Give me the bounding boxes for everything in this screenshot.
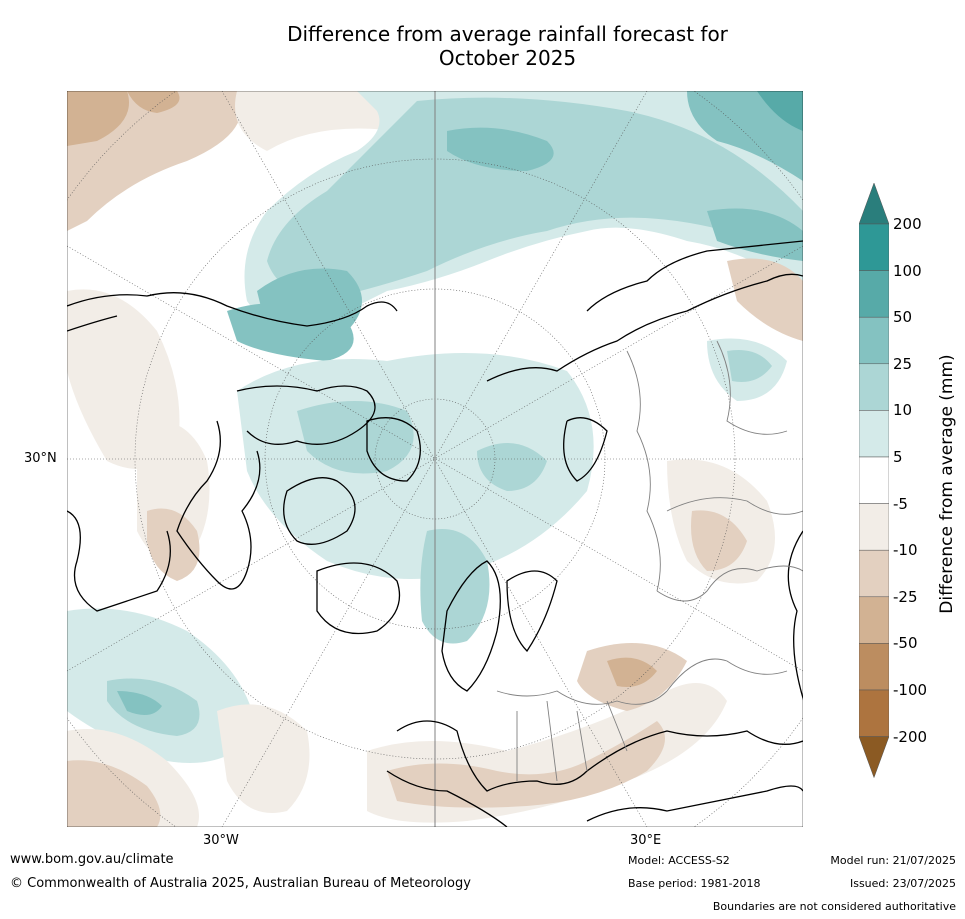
coastline [67, 510, 171, 612]
anomaly-fields [67, 91, 803, 827]
colorbar-tick-label: -10 [893, 541, 918, 560]
coastline [586, 240, 803, 312]
colorbar-tick-label: -5 [893, 494, 908, 513]
colorbar [858, 182, 890, 781]
colorbar-bin [858, 549, 890, 598]
lon-label-30w: 30°W [203, 833, 239, 848]
border-line [716, 340, 788, 435]
colorbar-bin [858, 223, 890, 271]
wet-area [447, 127, 554, 171]
border-line [666, 658, 788, 692]
wet-area [727, 350, 772, 382]
colorbar-bin [858, 456, 890, 504]
footer-copyright: © Commonwealth of Australia 2025, Austra… [10, 876, 471, 891]
colorbar-tick-label: 10 [893, 401, 913, 420]
border-line [666, 497, 803, 515]
border-line [496, 690, 668, 705]
rainfall-map [67, 91, 803, 827]
map-title: Difference from average rainfall forecas… [200, 22, 815, 70]
lon-label-30e: 30°E [630, 833, 662, 848]
meridian [67, 245, 803, 672]
footer-model: Model: ACCESS-S2 [628, 854, 730, 867]
colorbar-svg [858, 182, 890, 779]
border-line [626, 350, 661, 592]
colorbar-bin [858, 596, 890, 644]
border-line [516, 700, 628, 782]
coastline [563, 417, 608, 482]
coastline [396, 720, 803, 792]
borders [496, 340, 803, 782]
coastline [67, 315, 118, 332]
title-line-1: Difference from average rainfall forecas… [287, 22, 728, 46]
wet-area [757, 91, 803, 131]
colorbar-tick-label: 50 [893, 308, 913, 327]
colorbar-tick-label: 5 [893, 448, 903, 466]
coastline [176, 420, 261, 590]
colorbar-tick-label: -100 [893, 681, 928, 699]
lat-label-30n: 30°N [24, 451, 57, 466]
colorbar-bin [858, 503, 890, 551]
coastline [441, 560, 501, 692]
colorbar-title: Difference from average (mm) [937, 354, 957, 614]
colorbar-bin [858, 316, 890, 365]
colorbar-bin [858, 410, 890, 458]
wet-area [267, 97, 803, 302]
meridian [221, 91, 648, 827]
coastline [787, 530, 803, 701]
colorbar-bin [858, 363, 890, 411]
coastline [316, 562, 401, 635]
title-line-2: October 2025 [438, 46, 577, 70]
coastline [67, 292, 398, 327]
footer-disclaimer: Boundaries are not considered authoritat… [712, 900, 956, 913]
map-svg [67, 91, 803, 827]
colorbar-bin [858, 689, 890, 737]
colorbar-bins [858, 182, 890, 779]
coastline [386, 770, 508, 827]
dry-area [217, 704, 310, 813]
colorbar-tick-label: -25 [893, 587, 918, 606]
dry-area [607, 657, 657, 687]
colorbar-bin [858, 182, 890, 225]
footer-website[interactable]: www.bom.gov.au/climate [10, 852, 174, 867]
border-line [656, 565, 803, 602]
wet-area [707, 208, 803, 261]
coastlines [67, 240, 803, 827]
colorbar-bin [858, 736, 890, 779]
colorbar-bin [858, 270, 890, 318]
wet-area [297, 401, 414, 474]
coastline [486, 273, 803, 382]
dry-area [67, 760, 161, 827]
wet-area [227, 303, 354, 361]
coastline [506, 570, 558, 653]
wet-area [477, 443, 547, 491]
footer-issued: Issued: 23/07/2025 [849, 877, 956, 890]
dry-area [67, 91, 129, 146]
coastline [236, 385, 376, 445]
meridian [221, 91, 648, 827]
colorbar-tick-label: 200 [893, 215, 922, 233]
wet-area [420, 529, 490, 644]
wet-area [117, 691, 162, 715]
coastline [366, 417, 421, 482]
colorbar-tick-label: 100 [893, 261, 922, 280]
footer-model-run: Model run: 21/07/2025 [830, 854, 956, 867]
wet-area [687, 91, 803, 181]
footer-base-period: Base period: 1981-2018 [628, 877, 761, 890]
meridian [67, 245, 803, 672]
dry-area [147, 508, 200, 581]
colorbar-tick-label: -50 [893, 634, 918, 653]
coastline [283, 477, 356, 545]
dry-area [127, 91, 180, 113]
colorbar-tick-label: 25 [893, 354, 913, 373]
colorbar-bin [858, 643, 890, 691]
colorbar-tick-label: -200 [893, 727, 928, 746]
dry-area [727, 258, 803, 341]
dry-area [387, 721, 665, 808]
coastline [586, 785, 803, 822]
dry-area [691, 510, 747, 571]
